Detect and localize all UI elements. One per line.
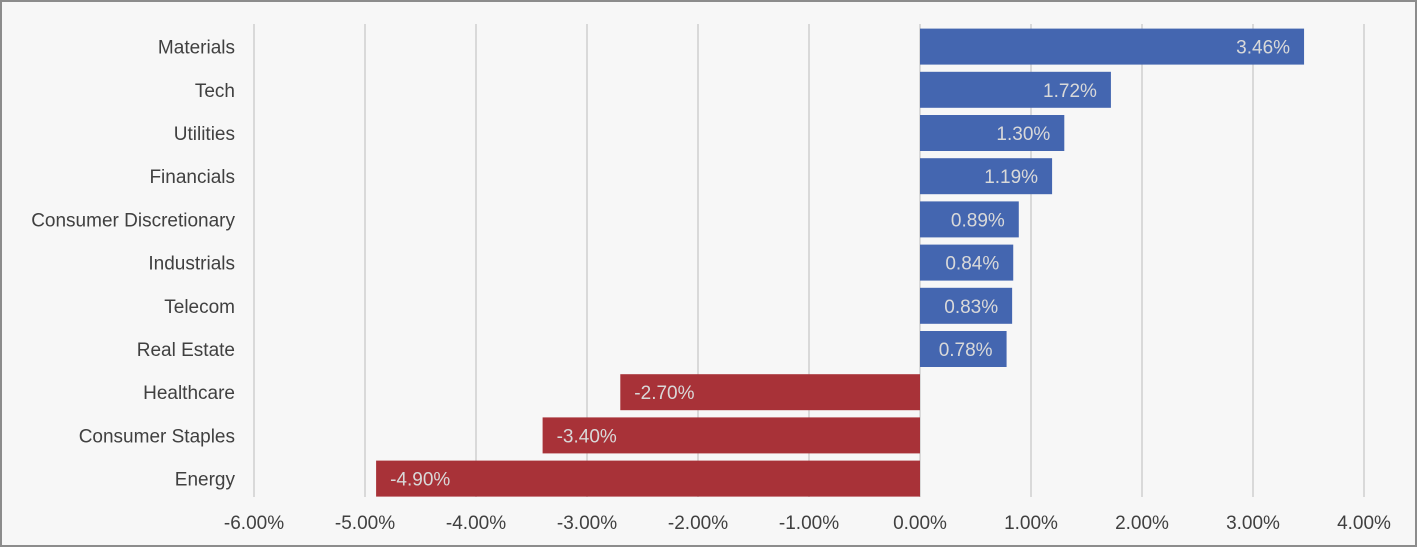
data-labels: 3.46% 1.72% 1.30% 1.19% 0.89% 0.84% 0.83% 0.78%… bbox=[390, 38, 1290, 491]
category-labels: Materials Tech Utilities Financials Consumer… bbox=[31, 38, 235, 491]
category-label: Real Estate bbox=[137, 340, 235, 361]
x-tick-label: 1.00% bbox=[1004, 513, 1058, 534]
bar bbox=[376, 460, 921, 497]
data-label: 0.83% bbox=[944, 297, 998, 318]
data-label: 0.89% bbox=[951, 210, 1005, 231]
data-label: -2.70% bbox=[634, 383, 694, 404]
category-label: Utilities bbox=[174, 124, 235, 145]
data-label: 3.46% bbox=[1236, 38, 1290, 59]
category-label: Materials bbox=[158, 38, 235, 59]
category-label: Healthcare bbox=[143, 383, 235, 404]
x-tick-label: -6.00% bbox=[224, 513, 284, 534]
data-label: 1.72% bbox=[1043, 81, 1097, 102]
category-label: Consumer Discretionary bbox=[31, 210, 235, 231]
x-tick-label: -4.00% bbox=[446, 513, 506, 534]
bars bbox=[376, 28, 1305, 497]
bar bbox=[620, 374, 920, 411]
category-label: Industrials bbox=[148, 254, 235, 275]
x-tick-label: -1.00% bbox=[779, 513, 839, 534]
data-label: -3.40% bbox=[557, 426, 617, 447]
x-tick-label: 2.00% bbox=[1115, 513, 1169, 534]
bar bbox=[920, 28, 1305, 65]
bar bbox=[920, 201, 1019, 238]
data-label: 1.30% bbox=[996, 124, 1050, 145]
x-axis-tick-labels: -6.00% -5.00% -4.00% -3.00% -2.00% -1.00% 0.00… bbox=[224, 513, 1391, 534]
x-tick-label: 0.00% bbox=[893, 513, 947, 534]
x-tick-label: -5.00% bbox=[335, 513, 395, 534]
category-label: Telecom bbox=[164, 297, 235, 318]
bar bbox=[920, 115, 1065, 151]
bar bbox=[920, 287, 1013, 324]
data-label: 1.19% bbox=[984, 167, 1038, 188]
x-tick-label: -2.00% bbox=[668, 513, 728, 534]
bar bbox=[920, 244, 1014, 281]
bar bbox=[920, 331, 1007, 367]
bar bbox=[920, 71, 1111, 108]
category-label: Consumer Staples bbox=[79, 426, 235, 447]
bar bbox=[542, 417, 920, 454]
x-tick-label: 4.00% bbox=[1337, 513, 1391, 534]
bar bbox=[920, 158, 1053, 195]
x-tick-label: 3.00% bbox=[1226, 513, 1280, 534]
category-label: Tech bbox=[195, 81, 235, 102]
category-label: Energy bbox=[175, 470, 236, 491]
x-tick-label: -3.00% bbox=[557, 513, 617, 534]
data-label: -4.90% bbox=[390, 470, 450, 491]
data-label: 0.78% bbox=[939, 340, 993, 361]
data-label: 0.84% bbox=[945, 254, 999, 275]
category-label: Financials bbox=[149, 167, 235, 188]
